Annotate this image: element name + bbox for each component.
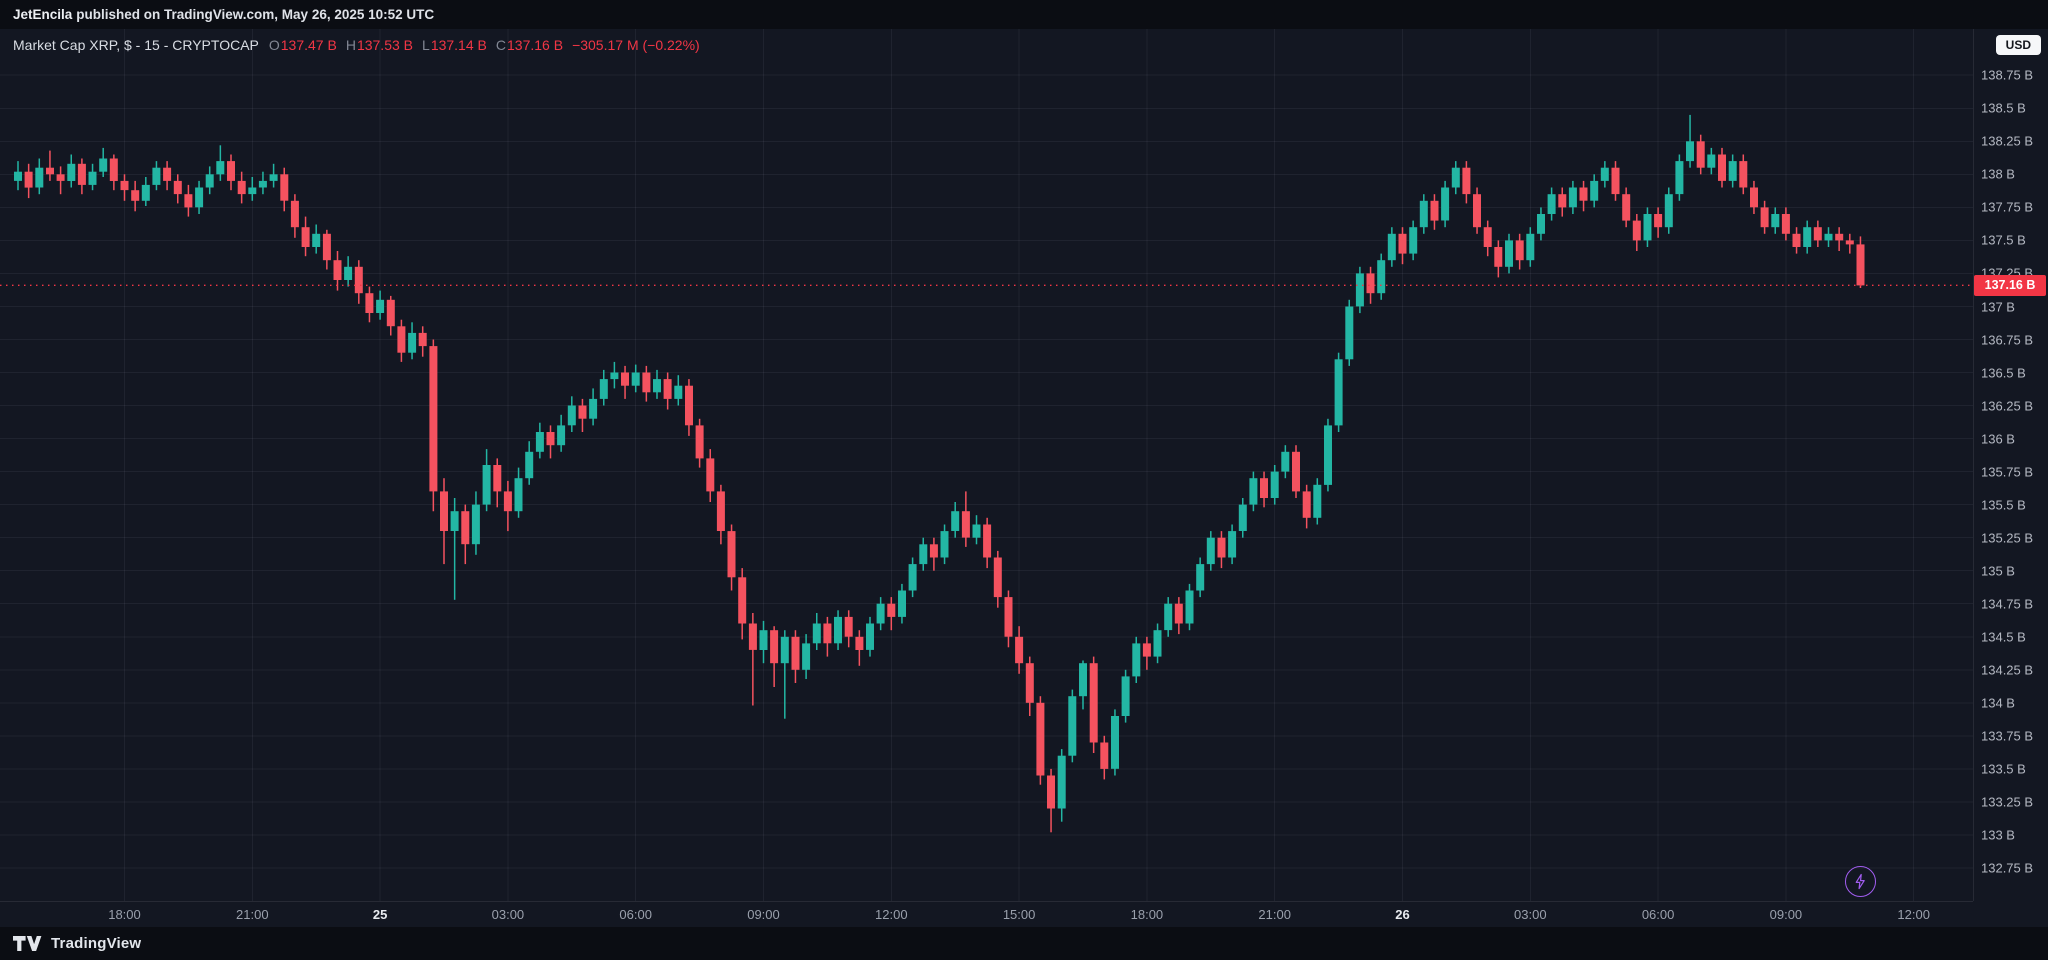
- price-axis-label: 135.5 B: [1981, 497, 2026, 513]
- grid-lines: [0, 29, 1973, 901]
- tradingview-wordmark[interactable]: TradingView: [51, 935, 142, 952]
- price-axis-label: 138.75 B: [1981, 67, 2034, 83]
- tradingview-logo-icon[interactable]: [13, 936, 42, 951]
- last-price-tag: 137.16 B: [1974, 274, 2046, 296]
- time-axis-label: 06:00: [1641, 907, 1675, 922]
- price-axis-label: 135.25 B: [1981, 530, 2034, 546]
- price-axis-label: 132.75 B: [1981, 860, 2034, 876]
- time-axis-label: 03:00: [1514, 907, 1547, 922]
- price-axis-label: 136.5 B: [1981, 365, 2026, 380]
- time-axis-label: 18:00: [1130, 907, 1164, 922]
- price-axis-label: 135.75 B: [1981, 464, 2034, 480]
- time-axis-label: 09:00: [1769, 907, 1803, 922]
- time-axis-label: 09:00: [747, 907, 780, 922]
- price-axis-label: 137.5 B: [1981, 232, 2026, 248]
- candles: [14, 114, 1865, 833]
- close-value: C 137.16 B: [495, 37, 564, 53]
- price-axis-label: 137.75 B: [1981, 199, 2034, 215]
- time-axis-label: 03:00: [491, 907, 525, 922]
- price-axis[interactable]: 138.75 B 138.5 B 138.25 B 138 B 137.75 B 137.…: [1973, 29, 2048, 901]
- price-axis-label: 136 B: [1981, 431, 2015, 447]
- time-axis-label: 26: [1395, 907, 1410, 922]
- time-axis-label: 12:00: [875, 907, 908, 922]
- price-axis-label: 136.75 B: [1981, 332, 2034, 347]
- time-axis-label: 12:00: [1897, 907, 1930, 922]
- publisher-name: JetEncila: [13, 7, 73, 22]
- time-axis-label: 06:00: [619, 907, 652, 922]
- price-axis-label: 135 B: [1981, 563, 2015, 579]
- price-axis-label: 133.25 B: [1981, 794, 2034, 810]
- price-axis-label: 137 B: [1981, 299, 2015, 314]
- price-axis-label: 136.25 B: [1981, 398, 2034, 413]
- high-value: H 137.53 B: [345, 37, 414, 53]
- change-value: −305.17 M (−0.22%): [572, 37, 700, 53]
- attribution-text: published on TradingView.com, May 26, 20…: [76, 7, 435, 22]
- price-axis-label: 138 B: [1981, 166, 2015, 182]
- boost-button[interactable]: [1845, 866, 1876, 897]
- symbol-title[interactable]: Market Cap XRP, $ - 15 - CRYPTOCAP: [13, 37, 259, 53]
- lightning-icon: [1855, 873, 1865, 890]
- chart-legend: Market Cap XRP, $ - 15 - CRYPTOCAP O 137.…: [13, 37, 700, 53]
- time-axis[interactable]: 18:00 21:00 25 03:00 06:00 09:00 12:00 15:00 18:…: [0, 901, 1973, 927]
- price-axis-label: 138.5 B: [1981, 100, 2026, 116]
- price-axis-label: 134.25 B: [1981, 662, 2034, 678]
- price-axis-label: 138.25 B: [1981, 133, 2034, 149]
- price-axis-label: 134 B: [1981, 695, 2015, 711]
- time-axis-label: 21:00: [1258, 907, 1291, 922]
- ohlc-values: O 137.47 B H 137.53 B L 137.14 B C 137.16 B …: [269, 37, 700, 53]
- time-axis-label: 18:00: [108, 907, 141, 922]
- price-axis-label: 134.75 B: [1981, 596, 2034, 612]
- attribution-bar: JetEncila published on TradingView.com, …: [0, 0, 2048, 29]
- time-axis-label: 25: [372, 907, 388, 922]
- price-axis-label: 134.5 B: [1981, 629, 2026, 645]
- time-axis-label: 21:00: [236, 907, 269, 922]
- price-axis-label: 133.75 B: [1981, 728, 2034, 744]
- price-axis-label: 133.5 B: [1981, 761, 2026, 777]
- time-axis-label: 15:00: [1002, 907, 1036, 922]
- candlestick-chart[interactable]: [0, 29, 1973, 901]
- footer-bar: TradingView: [0, 927, 2048, 960]
- price-axis-label: 133 B: [1981, 827, 2015, 843]
- open-value: O 137.47 B: [268, 37, 337, 53]
- low-value: L 137.14 B: [422, 37, 487, 53]
- currency-toggle-button[interactable]: USD: [1995, 35, 2041, 55]
